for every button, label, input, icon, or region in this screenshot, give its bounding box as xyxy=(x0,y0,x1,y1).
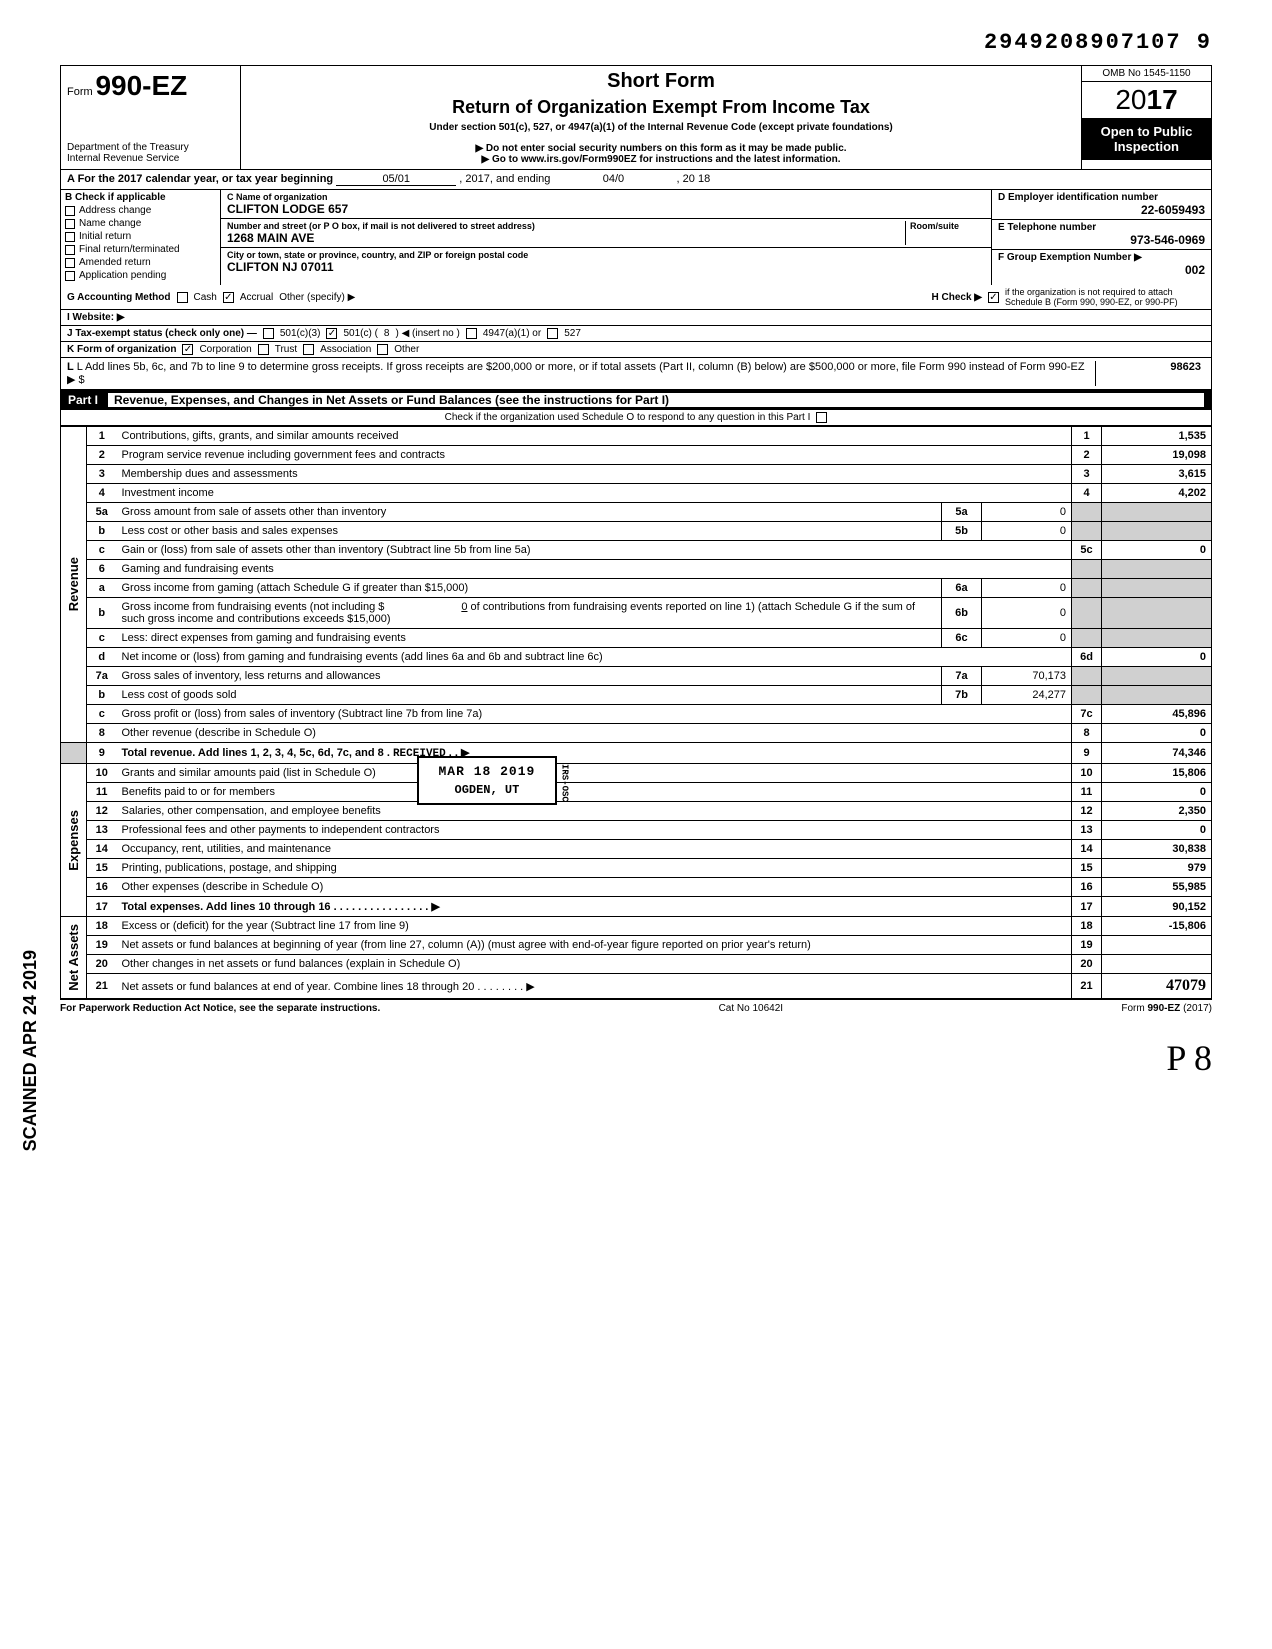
check-final[interactable] xyxy=(65,245,75,255)
check-h[interactable]: ✓ xyxy=(988,292,999,303)
row-j: J Tax-exempt status (check only one) — 5… xyxy=(60,326,1212,342)
check-accrual[interactable]: ✓ xyxy=(223,292,234,303)
form-warn2: ▶ Go to www.irs.gov/Form990EZ for instru… xyxy=(249,154,1073,165)
group-exemption: 002 xyxy=(998,263,1205,277)
dept-treasury: Department of the Treasury xyxy=(67,142,234,153)
check-other[interactable] xyxy=(377,344,388,355)
telephone: 973-546-0969 xyxy=(998,233,1205,247)
e-label: E Telephone number xyxy=(998,222,1205,233)
check-4947[interactable] xyxy=(466,328,477,339)
org-city: CLIFTON NJ 07011 xyxy=(227,260,985,274)
expenses-label: Expenses xyxy=(66,810,81,871)
org-street: 1268 MAIN AVE xyxy=(227,231,905,245)
check-initial[interactable] xyxy=(65,232,75,242)
c-name-label: C Name of organization xyxy=(227,192,985,202)
revenue-label: Revenue xyxy=(66,557,81,611)
org-name: CLIFTON LODGE 657 xyxy=(227,202,985,216)
section-bcd: B Check if applicable Address change Nam… xyxy=(60,190,1212,285)
b-header: B Check if applicable xyxy=(65,192,216,203)
check-cash[interactable] xyxy=(177,292,188,303)
c-city-label: City or town, state or province, country… xyxy=(227,250,985,260)
form-title: Short Form xyxy=(249,70,1073,93)
check-assoc[interactable] xyxy=(303,344,314,355)
irs-label: Internal Revenue Service xyxy=(67,153,234,164)
form-number: 990-EZ xyxy=(95,70,187,101)
ein: 22-6059493 xyxy=(998,203,1205,217)
document-number: 2949208907107 9 xyxy=(60,30,1212,55)
received-stamp: MAR 18 2019 OGDEN, UT IRS-OSC xyxy=(417,756,558,805)
f-label: F Group Exemption Number ▶ xyxy=(998,252,1205,263)
d-label: D Employer identification number xyxy=(998,192,1205,203)
gross-receipts: 98623 xyxy=(1095,361,1205,386)
row-a: A For the 2017 calendar year, or tax yea… xyxy=(60,170,1212,190)
netassets-label: Net Assets xyxy=(66,924,81,991)
check-sched-o[interactable] xyxy=(816,412,827,423)
row-g: G Accounting Method Cash ✓Accrual Other … xyxy=(60,285,1212,310)
form-warn1: ▶ Do not enter social security numbers o… xyxy=(249,143,1073,154)
form-subtitle: Return of Organization Exempt From Incom… xyxy=(249,97,1073,118)
part1-table: Revenue 1Contributions, gifts, grants, a… xyxy=(60,426,1212,999)
form-label: Form xyxy=(67,86,93,98)
check-address[interactable] xyxy=(65,206,75,216)
tax-year: 2017 xyxy=(1082,82,1211,118)
row-k: K Form of organization ✓Corporation Trus… xyxy=(60,342,1212,358)
check-name[interactable] xyxy=(65,219,75,229)
check-corp[interactable]: ✓ xyxy=(182,344,193,355)
open-public: Open to Public Inspection xyxy=(1082,118,1211,160)
omb-number: OMB No 1545-1150 xyxy=(1082,66,1211,82)
check-501c3[interactable] xyxy=(263,328,274,339)
check-amended[interactable] xyxy=(65,258,75,268)
room-label: Room/suite xyxy=(910,221,985,231)
row-i: I Website: ▶ xyxy=(60,310,1212,326)
check-527[interactable] xyxy=(547,328,558,339)
signature: P 8 xyxy=(60,1037,1212,1079)
footer: For Paperwork Reduction Act Notice, see … xyxy=(60,999,1212,1017)
row-l: L L Add lines 5b, 6c, and 7b to line 9 t… xyxy=(60,358,1212,390)
check-pending[interactable] xyxy=(65,271,75,281)
sched-o-check: Check if the organization used Schedule … xyxy=(60,410,1212,426)
part1-header: Part I Revenue, Expenses, and Changes in… xyxy=(60,390,1212,410)
check-trust[interactable] xyxy=(258,344,269,355)
scanned-stamp: SCANNED APR 24 2019 xyxy=(20,950,41,1151)
check-501c[interactable]: ✓ xyxy=(326,328,337,339)
form-under: Under section 501(c), 527, or 4947(a)(1)… xyxy=(249,122,1073,133)
form-header: Form 990-EZ Department of the Treasury I… xyxy=(60,65,1212,170)
c-street-label: Number and street (or P O box, if mail i… xyxy=(227,221,905,231)
